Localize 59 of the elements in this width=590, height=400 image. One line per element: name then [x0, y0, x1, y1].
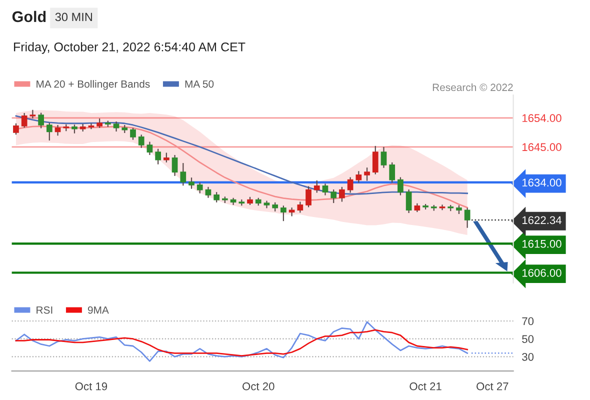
candlestick	[314, 180, 320, 194]
candlestick	[356, 170, 362, 184]
candlestick	[380, 146, 387, 168]
candlestick	[364, 167, 370, 182]
y-tick-label: 50	[522, 335, 534, 343]
x-tick-label: Oct 20	[242, 382, 274, 390]
candlestick	[297, 201, 304, 214]
x-tick-label: Oct 19	[75, 382, 108, 390]
candlestick	[164, 152, 170, 163]
x-tick-label: Oct 27	[476, 382, 508, 390]
candlestick	[113, 120, 120, 132]
candlestick	[96, 118, 102, 128]
candlestick	[339, 186, 345, 202]
y-tick-label: 70	[522, 317, 534, 326]
candlestick	[347, 176, 354, 194]
text: Friday, October 21, 2022 6:54:40 AM CET	[14, 42, 246, 54]
candlestick	[130, 127, 136, 140]
candlestick	[54, 124, 61, 136]
candlestick	[406, 188, 412, 214]
legend-label: MA 50	[185, 80, 214, 88]
y-tick-label: 30	[522, 352, 534, 361]
text: Research © 2022	[432, 83, 513, 92]
y-tick-label: 1622.34	[522, 216, 562, 224]
candlestick	[330, 188, 337, 204]
y-tick-label: 1634.00	[522, 178, 562, 187]
candlestick	[280, 205, 286, 222]
candlestick	[13, 122, 19, 136]
candlestick	[180, 162, 186, 186]
candlestick	[205, 186, 212, 198]
candlestick	[398, 176, 404, 196]
candlestick	[322, 183, 328, 196]
candlestick	[372, 145, 378, 175]
candlestick	[146, 141, 153, 156]
candlestick	[196, 182, 203, 194]
candlestick	[21, 112, 28, 128]
candlestick	[272, 202, 278, 212]
y-tick-label: 1615.00	[522, 240, 562, 248]
candlestick	[172, 154, 178, 176]
y-tick-label: 1606.00	[522, 268, 562, 277]
candlestick	[389, 162, 396, 184]
y-tick-label: 1645.00	[522, 143, 562, 152]
chart-title: Gold	[12, 10, 46, 22]
candlestick	[306, 186, 312, 208]
legend-label: 9MA	[88, 306, 109, 314]
x-tick-label: Oct 21	[410, 382, 442, 390]
candlestick	[188, 176, 194, 190]
candlestick	[46, 122, 52, 142]
candlestick	[464, 207, 470, 228]
candlestick	[138, 134, 144, 148]
candlestick	[214, 192, 220, 203]
chart-subtitle: 30 MIN	[55, 12, 92, 22]
y-tick-label: 1654.00	[522, 114, 562, 122]
candlestick	[38, 112, 44, 129]
line-series	[15, 321, 468, 362]
line-series	[15, 329, 468, 357]
legend-label: MA 20 + Bollinger Bands	[36, 80, 150, 90]
candlestick	[30, 109, 36, 120]
candlestick	[155, 148, 161, 165]
legend-label: RSI	[36, 306, 52, 314]
